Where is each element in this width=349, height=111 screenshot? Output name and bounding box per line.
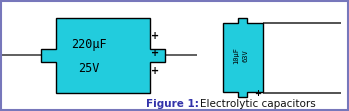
Text: 10μF: 10μF [233, 47, 239, 64]
Text: 220μF: 220μF [71, 38, 107, 51]
Text: −: − [254, 19, 261, 28]
Text: +: + [254, 89, 261, 98]
Text: +: + [151, 31, 159, 41]
Polygon shape [40, 18, 165, 93]
Text: 25V: 25V [79, 62, 100, 75]
Text: 63V: 63V [242, 49, 248, 62]
Text: Electrolytic capacitors: Electrolytic capacitors [200, 99, 316, 109]
Polygon shape [223, 18, 262, 97]
Text: +: + [151, 48, 159, 58]
Text: Figure 1:: Figure 1: [146, 99, 199, 109]
Text: +: + [151, 66, 159, 76]
